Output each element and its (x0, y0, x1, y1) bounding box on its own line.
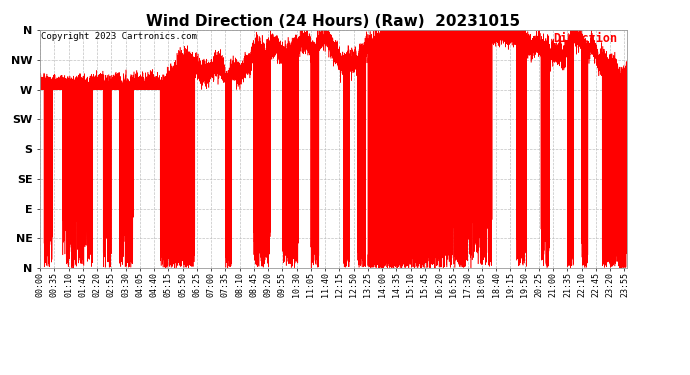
Title: Wind Direction (24 Hours) (Raw)  20231015: Wind Direction (24 Hours) (Raw) 20231015 (146, 14, 520, 29)
Text: Direction: Direction (553, 32, 618, 45)
Text: Copyright 2023 Cartronics.com: Copyright 2023 Cartronics.com (41, 32, 197, 41)
